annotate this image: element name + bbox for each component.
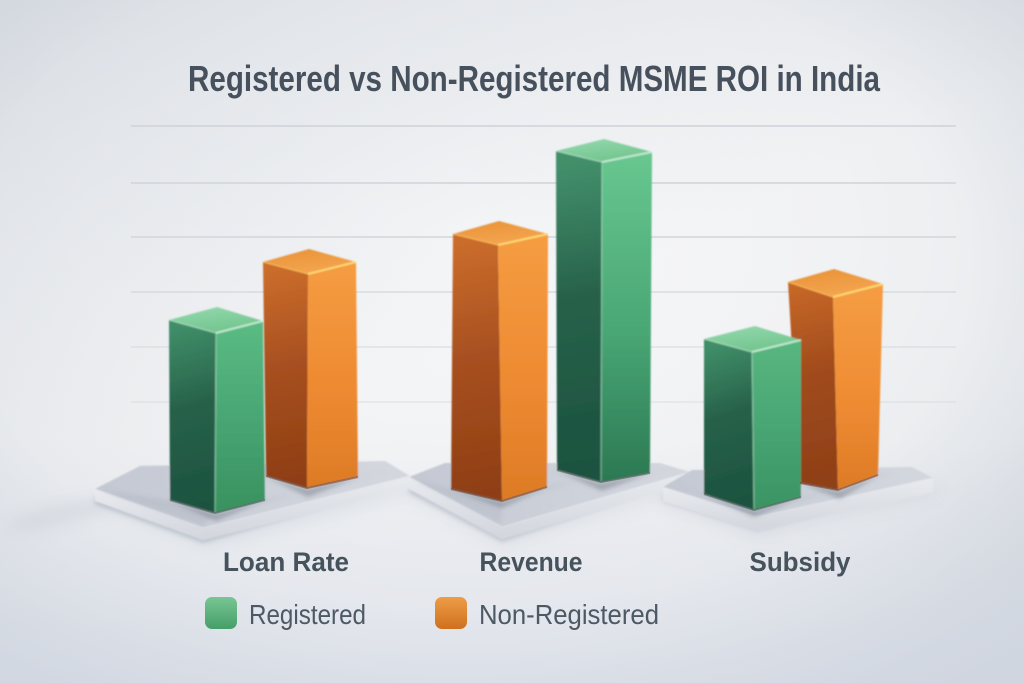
svg-text:Loan Rate: Loan Rate: [223, 547, 349, 577]
svg-text:Registered: Registered: [249, 599, 366, 630]
svg-text:Registered vs Non-Registered M: Registered vs Non-Registered MSME ROI in…: [188, 58, 881, 99]
svg-text:Revenue: Revenue: [480, 547, 583, 577]
svg-text:Non-Registered: Non-Registered: [479, 599, 659, 630]
svg-text:Subsidy: Subsidy: [750, 547, 851, 577]
